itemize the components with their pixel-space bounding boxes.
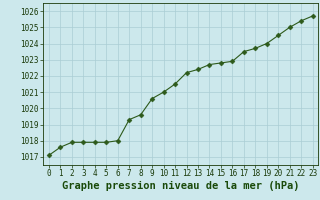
X-axis label: Graphe pression niveau de la mer (hPa): Graphe pression niveau de la mer (hPa) bbox=[62, 181, 300, 191]
